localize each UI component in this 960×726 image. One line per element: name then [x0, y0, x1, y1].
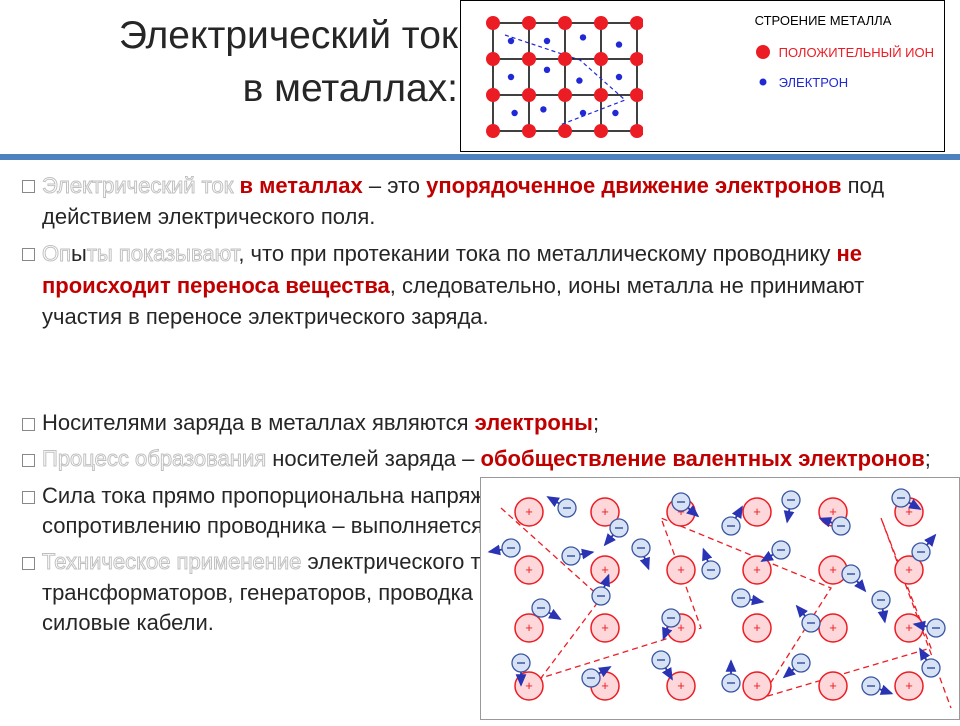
svg-text:+: +	[753, 562, 761, 577]
text-outline: Оп	[42, 241, 71, 266]
text: Носителями заряда в металлах являются	[42, 410, 475, 435]
text-outline: Процесс образования	[42, 446, 266, 471]
text-outline: ты показывают	[87, 241, 238, 266]
legend-ion: ПОЛОЖИТЕЛЬНЫЙ ИОН	[755, 44, 934, 60]
svg-text:+: +	[905, 620, 913, 635]
svg-text:+: +	[601, 562, 609, 577]
svg-text:+: +	[601, 504, 609, 519]
svg-text:+: +	[525, 562, 533, 577]
bullet-item: Опыты показывают, что при протекании ток…	[22, 238, 932, 332]
svg-text:+: +	[601, 620, 609, 635]
diagram-metal-structure: СТРОЕНИЕ МЕТАЛЛА ПОЛОЖИТЕЛЬНЫЙ ИОН ЭЛЕКТ…	[460, 0, 945, 152]
text: ;	[925, 446, 931, 471]
svg-text:+: +	[905, 678, 913, 693]
svg-text:+: +	[905, 562, 913, 577]
svg-text:+: +	[677, 678, 685, 693]
svg-text:+: +	[753, 504, 761, 519]
page-title: Электрический ток в металлах:	[12, 10, 458, 115]
text: ы	[71, 241, 87, 266]
bullet-item: Процесс образования носителей заряда – о…	[22, 444, 932, 474]
text-highlight: в металлах	[239, 173, 362, 198]
diagram1-title: СТРОЕНИЕ МЕТАЛЛА	[755, 13, 934, 28]
text-highlight: электроны	[475, 410, 593, 435]
svg-text:+: +	[753, 620, 761, 635]
bullets-block-1: Электрический ток в металлах – это упоря…	[22, 170, 932, 338]
svg-text:+: +	[829, 620, 837, 635]
svg-text:+: +	[525, 678, 533, 693]
text-outline: Техническое применение	[42, 549, 301, 574]
text-highlight: обобществление валентных электронов	[481, 446, 925, 471]
text: , что при протекании тока по металлическ…	[238, 241, 836, 266]
legend-electron: ЭЛЕКТРОН	[755, 74, 934, 90]
text-outline: Электрический ток	[42, 173, 239, 198]
accent-bar	[0, 154, 960, 160]
diagram-electron-gas: ++++++++++++++++++++++++	[480, 477, 960, 720]
svg-text:+: +	[677, 562, 685, 577]
svg-text:+: +	[829, 678, 837, 693]
text-highlight: упорядоченное движение электронов	[426, 173, 841, 198]
text: носителей заряда –	[266, 446, 480, 471]
svg-text:+: +	[753, 678, 761, 693]
bullet-item: Электрический ток в металлах – это упоря…	[22, 170, 932, 232]
text: – это	[363, 173, 426, 198]
svg-text:+: +	[829, 504, 837, 519]
text: ;	[593, 410, 599, 435]
svg-text:+: +	[829, 562, 837, 577]
svg-text:+: +	[525, 620, 533, 635]
svg-text:+: +	[905, 504, 913, 519]
svg-text:+: +	[601, 678, 609, 693]
svg-text:+: +	[525, 504, 533, 519]
bullet-item: Носителями заряда в металлах являются эл…	[22, 408, 932, 438]
